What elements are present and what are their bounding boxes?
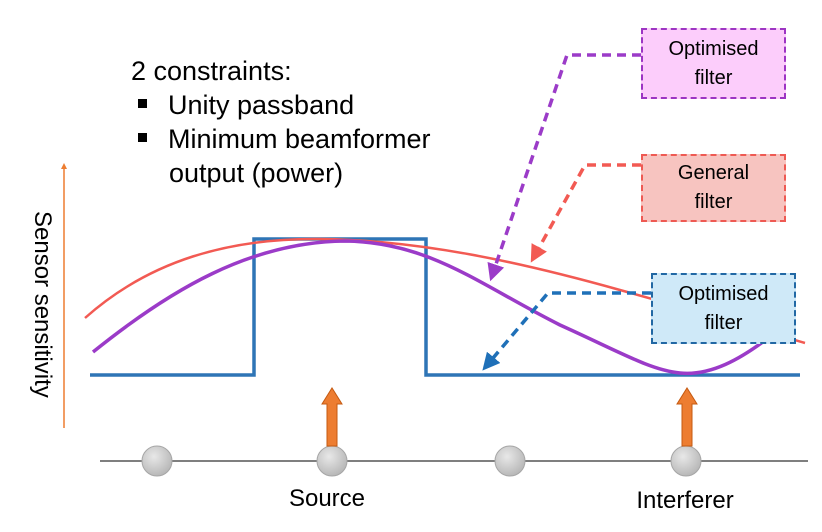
constraint-item-2-cont: output (power) bbox=[169, 158, 344, 188]
sensor-1 bbox=[141, 445, 173, 477]
source-label: Source bbox=[288, 485, 366, 512]
constraint-item-1: Unity passband bbox=[131, 88, 431, 122]
constraint-item-2: Minimum beamformer bbox=[131, 122, 431, 156]
sensor-sensitivity-label: Sensor sensitivity bbox=[29, 210, 56, 398]
bullet-icon bbox=[138, 133, 147, 142]
optimised-filter-curve bbox=[91, 239, 774, 376]
interferer-arrow-icon bbox=[676, 387, 698, 447]
general-filter-callout: General filter bbox=[641, 154, 786, 222]
interferer-label: Interferer bbox=[636, 487, 734, 514]
optimised-filter-callout-blue: Optimised filter bbox=[651, 273, 796, 344]
sensor-2 bbox=[316, 445, 348, 477]
sensor-4 bbox=[670, 445, 702, 477]
sensor-3 bbox=[494, 445, 526, 477]
blue-callout-connector bbox=[482, 291, 651, 371]
constraints-text: 2 constraints: Unity passband Minimum be… bbox=[131, 54, 431, 190]
constraints-heading: 2 constraints: bbox=[131, 56, 292, 86]
red-callout-connector bbox=[530, 163, 641, 263]
optimised-filter-callout-pink: Optimised filter bbox=[641, 28, 786, 99]
bullet-icon bbox=[138, 99, 147, 108]
pink-callout-connector bbox=[487, 53, 641, 282]
source-arrow-icon bbox=[321, 387, 343, 447]
